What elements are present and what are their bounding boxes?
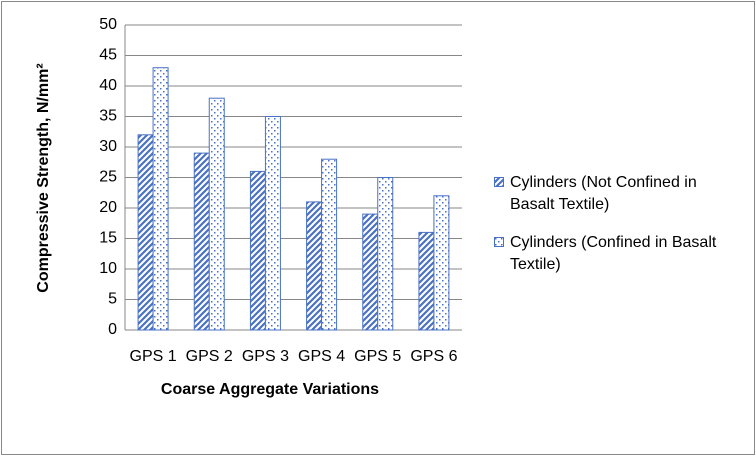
bar (152, 67, 169, 331)
x-axis-label: Coarse Aggregate Variations (161, 381, 379, 398)
bar (321, 158, 338, 331)
x-tick-label: GPS 1 (130, 348, 177, 365)
y-tick-label: 25 (99, 169, 117, 186)
bar (249, 170, 266, 331)
y-tick-label: 30 (99, 138, 117, 155)
y-tick-label: 10 (99, 260, 117, 277)
y-tick-label: 20 (99, 199, 117, 216)
y-tick-label: 15 (99, 230, 117, 247)
x-tick-label: GPS 4 (298, 348, 345, 365)
bar (418, 231, 435, 331)
legend-label: Cylinders (Confined in Basalt Textile) (510, 234, 717, 273)
legend-swatch (494, 177, 504, 187)
bar (377, 177, 394, 331)
y-tick-label: 45 (99, 47, 117, 64)
bar (362, 213, 379, 331)
legend: Cylinders (Not Confined in Basalt Textil… (490, 172, 740, 292)
y-tick-label: 40 (99, 77, 117, 94)
x-tick-label: GPS 5 (354, 348, 401, 365)
y-axis-label: Compressive Strength, N/mm² (35, 63, 52, 292)
bar (433, 195, 450, 331)
legend-entry: Cylinders (Not Confined in Basalt Textil… (490, 172, 740, 216)
bar (264, 116, 281, 331)
bar (306, 201, 323, 331)
x-tick-label: GPS 3 (242, 348, 289, 365)
y-tick-label: 0 (108, 321, 117, 338)
bar (137, 134, 154, 331)
y-tick-label: 5 (108, 291, 117, 308)
y-tick-label: 50 (99, 16, 117, 33)
legend-label: Cylinders (Not Confined in Basalt Textil… (510, 174, 697, 213)
legend-entry: Cylinders (Confined in Basalt Textile) (490, 232, 740, 276)
bar (193, 152, 210, 331)
bar (208, 97, 225, 331)
x-tick-label: GPS 6 (410, 348, 457, 365)
legend-swatch (494, 237, 504, 247)
x-tick-label: GPS 2 (186, 348, 233, 365)
y-tick-label: 35 (99, 108, 117, 125)
